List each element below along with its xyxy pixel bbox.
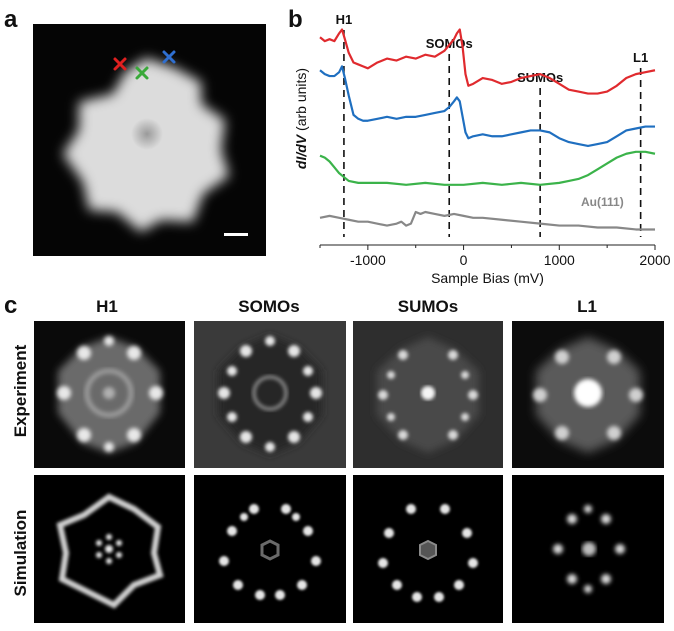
scale-bar bbox=[224, 233, 248, 236]
series-line-green bbox=[319, 150, 656, 186]
panel-letter-b: b bbox=[288, 6, 303, 33]
simulation-image-sumos bbox=[353, 475, 503, 623]
column-title-l1: L1 bbox=[577, 297, 597, 316]
x-tick-label: 0 bbox=[460, 252, 468, 268]
column-title-h1: H1 bbox=[96, 297, 118, 316]
simulation-image-h1 bbox=[34, 475, 185, 623]
stm-topography-image bbox=[33, 24, 266, 256]
marker-green-cross bbox=[135, 66, 149, 80]
legend-label-au111: Au(111) bbox=[581, 195, 624, 209]
marker-blue-cross bbox=[162, 50, 176, 64]
panel-letter-a: a bbox=[4, 6, 18, 33]
x-tick-label: -1000 bbox=[350, 252, 386, 268]
series-line-gray bbox=[319, 210, 655, 231]
series-line-red bbox=[319, 28, 656, 95]
x-axis-label: Sample Bias (mV) bbox=[431, 270, 544, 286]
experiment-image-h1 bbox=[34, 321, 185, 468]
experiment-image-somos bbox=[194, 321, 346, 468]
row-label-experiment: Experiment bbox=[11, 344, 30, 438]
annotation-label-sumos: SUMOs bbox=[517, 70, 563, 85]
column-title-sumos: SUMOs bbox=[397, 297, 459, 316]
annotation-label-h1: H1 bbox=[336, 12, 353, 27]
experiment-image-l1 bbox=[512, 321, 664, 468]
experiment-image-sumos bbox=[353, 321, 503, 468]
panel-letter-c: c bbox=[4, 292, 18, 319]
marker-red-cross bbox=[113, 57, 127, 71]
y-axis-label: dI/dV (arb units) bbox=[293, 68, 309, 169]
x-tick-label: 2000 bbox=[639, 252, 670, 268]
molecule-center bbox=[131, 118, 163, 150]
simulation-image-somos bbox=[194, 475, 346, 623]
annotation-label-l1: L1 bbox=[633, 50, 648, 65]
simulation-image-l1 bbox=[512, 475, 664, 623]
stm-topography-svg bbox=[33, 24, 266, 256]
x-tick-label: 1000 bbox=[544, 252, 575, 268]
column-title-somos: SOMOs bbox=[238, 297, 300, 316]
row-label-simulation: Simulation bbox=[11, 509, 30, 597]
series-line-blue bbox=[319, 65, 655, 148]
